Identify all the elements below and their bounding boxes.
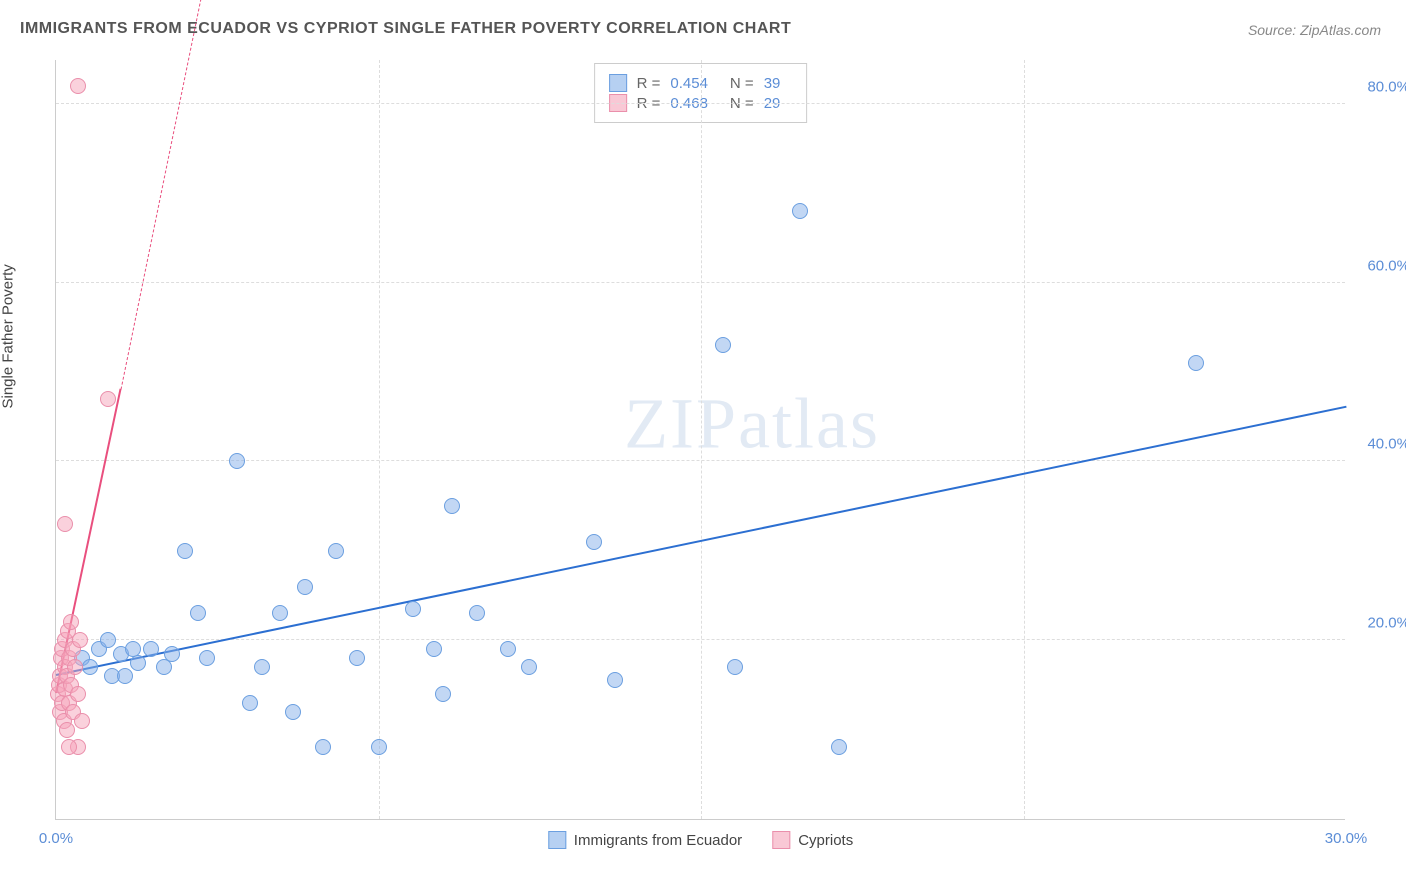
n-value: 39 xyxy=(764,75,781,92)
legend-item-cypriot: Cypriots xyxy=(772,831,853,849)
data-point xyxy=(164,646,180,662)
data-point xyxy=(405,601,421,617)
data-point xyxy=(156,659,172,675)
data-point xyxy=(100,391,116,407)
data-point xyxy=(272,605,288,621)
data-point xyxy=(177,543,193,559)
data-point xyxy=(435,686,451,702)
data-point xyxy=(63,614,79,630)
data-point xyxy=(61,739,77,755)
data-point xyxy=(57,516,73,532)
data-point xyxy=(831,739,847,755)
data-point xyxy=(1188,355,1204,371)
data-point xyxy=(254,659,270,675)
series-legend: Immigrants from Ecuador Cypriots xyxy=(548,831,853,849)
data-point xyxy=(143,641,159,657)
legend-item-ecuador: Immigrants from Ecuador xyxy=(548,831,742,849)
data-point xyxy=(586,534,602,550)
data-point xyxy=(792,203,808,219)
n-label: N = xyxy=(730,75,754,92)
data-point xyxy=(130,655,146,671)
data-point xyxy=(285,704,301,720)
y-tick-label: 20.0% xyxy=(1367,615,1406,632)
data-point xyxy=(315,739,331,755)
data-point xyxy=(199,650,215,666)
r-label: R = xyxy=(637,75,661,92)
y-tick-label: 40.0% xyxy=(1367,436,1406,453)
x-tick-label: 0.0% xyxy=(39,830,73,847)
gridline-vertical xyxy=(1024,60,1025,819)
source-label: Source: xyxy=(1248,22,1300,38)
swatch-icon xyxy=(609,74,627,92)
data-point xyxy=(59,722,75,738)
swatch-icon xyxy=(548,831,566,849)
data-point xyxy=(297,579,313,595)
data-point xyxy=(426,641,442,657)
data-point xyxy=(371,739,387,755)
legend-label: Cypriots xyxy=(798,832,853,849)
data-point xyxy=(328,543,344,559)
data-point xyxy=(72,632,88,648)
watermark-thin: atlas xyxy=(738,384,880,464)
data-point xyxy=(715,337,731,353)
data-point xyxy=(349,650,365,666)
data-point xyxy=(70,686,86,702)
data-point xyxy=(607,672,623,688)
trend-extrapolation xyxy=(120,0,207,389)
data-point xyxy=(727,659,743,675)
legend-label: Immigrants from Ecuador xyxy=(574,832,742,849)
watermark-bold: ZIP xyxy=(624,384,738,464)
data-point xyxy=(100,632,116,648)
r-value: 0.454 xyxy=(670,75,708,92)
y-tick-label: 60.0% xyxy=(1367,257,1406,274)
chart-plot-area: R = 0.454 N = 39 R = 0.468 N = 29 ZIPatl… xyxy=(55,60,1345,820)
data-point xyxy=(229,453,245,469)
data-point xyxy=(469,605,485,621)
source-attribution: Source: ZipAtlas.com xyxy=(1248,22,1381,38)
gridline-vertical xyxy=(379,60,380,819)
data-point xyxy=(190,605,206,621)
data-point xyxy=(242,695,258,711)
data-point xyxy=(74,713,90,729)
swatch-icon xyxy=(772,831,790,849)
source-name: ZipAtlas.com xyxy=(1300,22,1381,38)
data-point xyxy=(444,498,460,514)
chart-title: IMMIGRANTS FROM ECUADOR VS CYPRIOT SINGL… xyxy=(20,20,791,38)
x-tick-label: 30.0% xyxy=(1325,830,1368,847)
data-point xyxy=(82,659,98,675)
data-point xyxy=(70,78,86,94)
data-point xyxy=(521,659,537,675)
watermark-text: ZIPatlas xyxy=(624,383,880,466)
gridline-vertical xyxy=(701,60,702,819)
y-tick-label: 80.0% xyxy=(1367,78,1406,95)
y-axis-label: Single Father Poverty xyxy=(0,264,17,408)
data-point xyxy=(117,668,133,684)
data-point xyxy=(67,659,83,675)
data-point xyxy=(500,641,516,657)
